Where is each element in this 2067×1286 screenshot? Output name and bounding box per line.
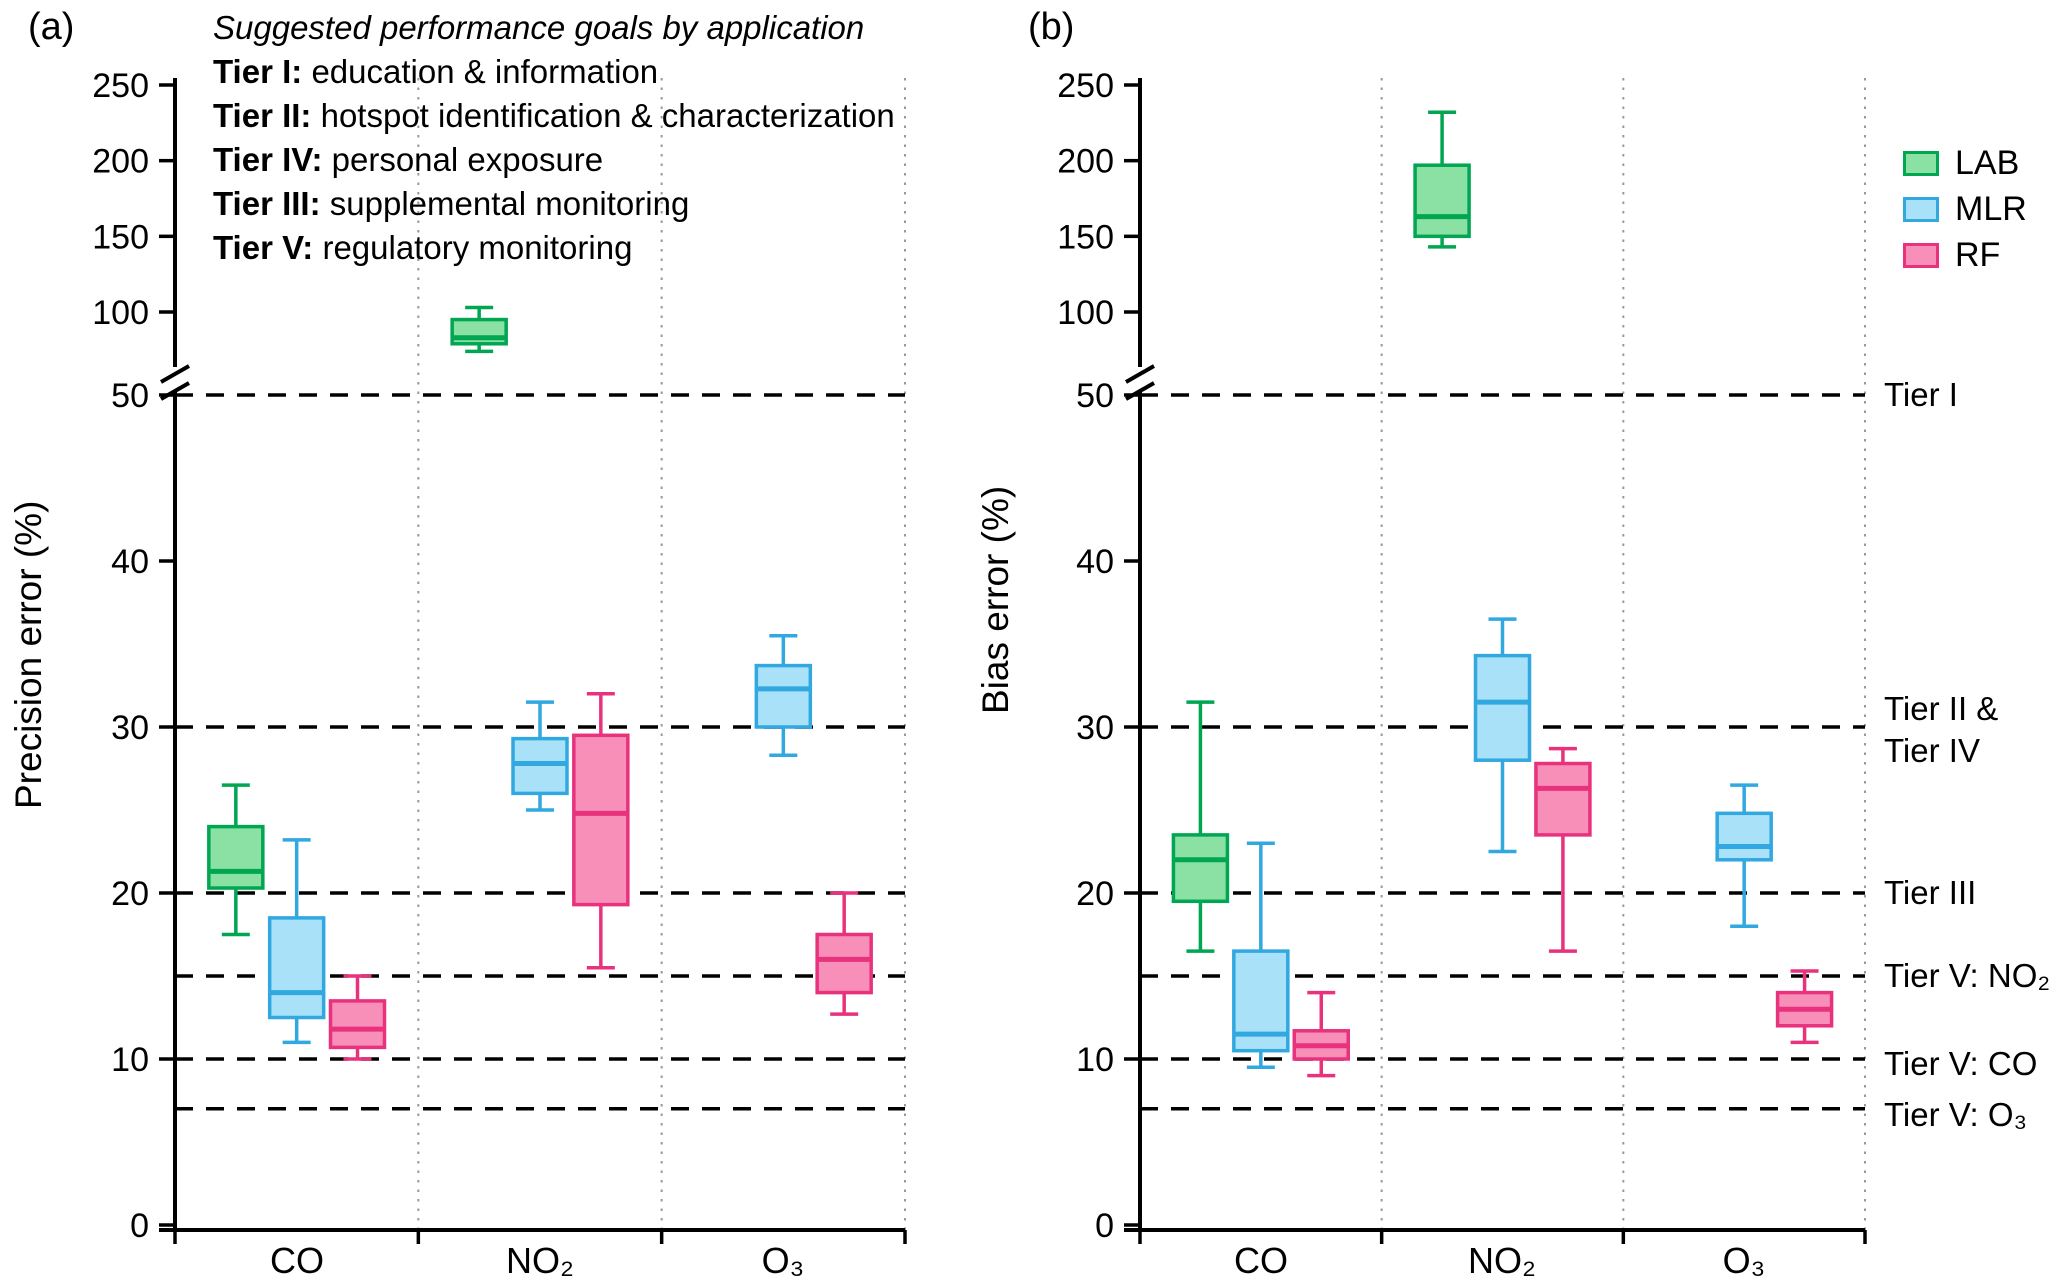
- box-lab-cat0-iqr: [1171, 833, 1230, 904]
- box-mlr-cat1-iqr: [1473, 653, 1532, 762]
- tier-label-2-4: Tier II & Tier IV: [1884, 690, 1999, 769]
- y-tick-label: 200: [1057, 143, 1114, 181]
- axis-break-icon: [160, 364, 190, 384]
- box-lab-cat0-iqr: [207, 824, 265, 890]
- annotation-tier-4: Tier IV: personal exposure: [213, 141, 604, 178]
- lab-swatch-icon: [1903, 150, 1939, 176]
- box-rf-cat0-iqr: [328, 999, 387, 1050]
- series-legend: LAB MLR RF: [1903, 140, 2027, 278]
- y-axis-title-precision: Precision error (%): [8, 500, 49, 810]
- tier-label-5-no2: Tier V: NO₂: [1884, 957, 2051, 994]
- y-tick-label: 250: [1057, 67, 1114, 105]
- annotation-tier-1: Tier I: education & information: [213, 53, 659, 90]
- x-label-a-no2: NO₂: [506, 1240, 574, 1281]
- x-label-b-no2: NO₂: [1468, 1240, 1536, 1281]
- y-tick-label: 0: [1095, 1207, 1114, 1245]
- y-tick-label: 10: [1076, 1041, 1114, 1079]
- tier-label-5-o3: Tier V: O₃: [1884, 1096, 2028, 1133]
- y-tick-label: 100: [92, 294, 149, 332]
- y-tick-label: 40: [111, 543, 149, 581]
- tier-label-5-co: Tier V: CO: [1884, 1045, 2038, 1082]
- panel-a-label: (a): [28, 6, 75, 48]
- annotation-tier-2: Tier II: hotspot identification & charac…: [213, 97, 895, 134]
- y-axis-title-bias: Bias error (%): [975, 485, 1016, 715]
- y-tick-label: 40: [1076, 543, 1114, 581]
- box-lab-cat1-iqr: [1413, 163, 1471, 239]
- y-tick-label: 50: [1076, 377, 1114, 415]
- panel-b-label: (b): [1028, 6, 1075, 48]
- y-tick-label: 150: [1057, 218, 1114, 256]
- y-tick-label: 0: [130, 1207, 149, 1245]
- legend-label-rf: RF: [1955, 235, 2001, 274]
- x-label-a-co: CO: [270, 1240, 324, 1281]
- x-label-a-o3: O₃: [761, 1240, 805, 1281]
- axis-break-icon: [1125, 364, 1155, 384]
- box-rf-cat2-iqr: [815, 932, 873, 995]
- x-label-b-co: CO: [1234, 1240, 1288, 1281]
- legend-label-lab: LAB: [1955, 143, 2020, 182]
- y-tick-label: 200: [92, 143, 149, 181]
- box-mlr-cat2-iqr: [1715, 811, 1773, 862]
- y-tick-label: 10: [111, 1041, 149, 1079]
- y-tick-label: 30: [111, 709, 149, 747]
- legend-item-rf: RF: [1903, 232, 2027, 278]
- box-rf-cat1-iqr: [1534, 761, 1592, 837]
- tier-label-3: Tier III: [1884, 874, 1977, 911]
- annotation-tier-3: Tier III: supplemental monitoring: [213, 185, 690, 222]
- y-tick-label: 20: [111, 875, 149, 913]
- legend-label-mlr: MLR: [1955, 189, 2027, 228]
- tier-label-1: Tier I: [1884, 376, 1958, 413]
- box-mlr-cat2-iqr: [754, 663, 813, 729]
- y-tick-label: 20: [1076, 875, 1114, 913]
- legend-item-mlr: MLR: [1903, 186, 2027, 232]
- performance-goals-annotation: Suggested performance goals by applicati…: [213, 6, 895, 270]
- y-tick-label: 250: [92, 67, 149, 105]
- annotation-tier-5: Tier V: regulatory monitoring: [213, 229, 633, 266]
- x-label-b-o3: O₃: [1722, 1240, 1766, 1281]
- box-rf-cat1-iqr: [572, 733, 630, 907]
- rf-swatch-icon: [1903, 242, 1939, 268]
- y-tick-label: 150: [92, 218, 149, 256]
- legend-item-lab: LAB: [1903, 140, 2027, 186]
- box-mlr-cat0-iqr: [267, 916, 326, 1020]
- mlr-swatch-icon: [1903, 196, 1939, 222]
- y-tick-label: 100: [1057, 294, 1114, 332]
- y-tick-label: 30: [1076, 709, 1114, 747]
- y-tick-label: 50: [111, 377, 149, 415]
- annotation-title: Suggested performance goals by applicati…: [213, 9, 865, 46]
